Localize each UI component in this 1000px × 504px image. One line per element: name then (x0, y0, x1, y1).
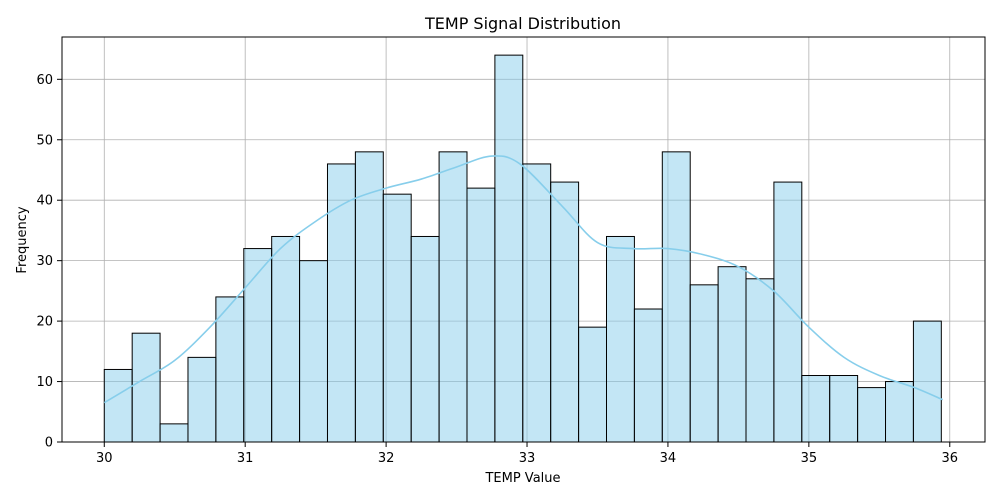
y-tick-label: 40 (36, 194, 53, 209)
kde-curve (103, 155, 944, 404)
histogram-bar (912, 320, 942, 443)
x-tick-label: 31 (237, 451, 254, 466)
histogram-bar (438, 151, 468, 443)
histogram-bar (103, 368, 133, 443)
histogram-bar (466, 187, 496, 443)
y-tick-label: 60 (36, 73, 53, 88)
x-tick-label: 34 (660, 451, 677, 466)
histogram-bar (382, 193, 412, 443)
plot-frame (61, 36, 986, 443)
grid-lines (62, 37, 985, 443)
histogram-bar (717, 266, 747, 443)
histogram-bar (299, 260, 328, 443)
y-tick-label: 30 (36, 254, 53, 269)
histogram-bars (103, 54, 942, 443)
histogram-bar (159, 423, 189, 443)
y-axis-label: Frequency (15, 206, 30, 273)
histogram-bar (550, 181, 580, 443)
y-tick-label: 20 (36, 315, 53, 330)
histogram-bar (661, 151, 691, 443)
histogram-bar (271, 235, 301, 443)
histogram-bar (243, 248, 273, 443)
x-tick-label: 36 (941, 451, 958, 466)
histogram-bar (857, 387, 887, 443)
histogram-bar (410, 235, 440, 443)
y-tick-label: 10 (36, 375, 53, 390)
y-tick-label: 0 (45, 436, 53, 451)
histogram-bar (773, 181, 803, 443)
histogram-bar (745, 278, 775, 443)
x-tick-label: 35 (801, 451, 818, 466)
histogram-bar (494, 54, 524, 443)
histogram-bar (801, 375, 831, 443)
histogram-bar (885, 381, 914, 443)
chart-title: TEMP Signal Distribution (424, 14, 621, 33)
x-tick-label: 32 (378, 451, 395, 466)
histogram-bar (578, 326, 607, 443)
histogram-bar (829, 375, 859, 443)
histogram-bar (689, 284, 719, 443)
y-axis-ticks: 0 10 20 30 40 50 60 (36, 73, 62, 451)
y-tick-label: 50 (36, 133, 53, 148)
histogram-bar (215, 296, 245, 443)
histogram-bar (187, 356, 217, 443)
histogram-bar (131, 332, 161, 443)
histogram-bar (354, 151, 384, 443)
histogram-bar (605, 235, 635, 443)
x-axis-label: TEMP Value (484, 471, 560, 486)
histogram-bar (522, 163, 552, 443)
x-tick-label: 30 (96, 451, 113, 466)
x-axis-ticks: 30 31 32 33 34 35 36 (96, 442, 958, 466)
histogram-bar (633, 308, 663, 443)
x-tick-label: 33 (519, 451, 536, 466)
